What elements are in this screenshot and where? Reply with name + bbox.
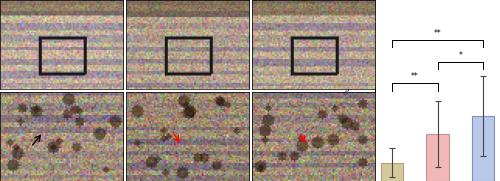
Text: **: ** (434, 29, 442, 38)
Text: **: ** (411, 72, 418, 81)
Bar (472, 116, 494, 181)
Text: *: * (458, 51, 462, 60)
Bar (426, 134, 449, 181)
Y-axis label: Mean value of IOD: Mean value of IOD (345, 60, 351, 121)
Bar (380, 163, 404, 181)
